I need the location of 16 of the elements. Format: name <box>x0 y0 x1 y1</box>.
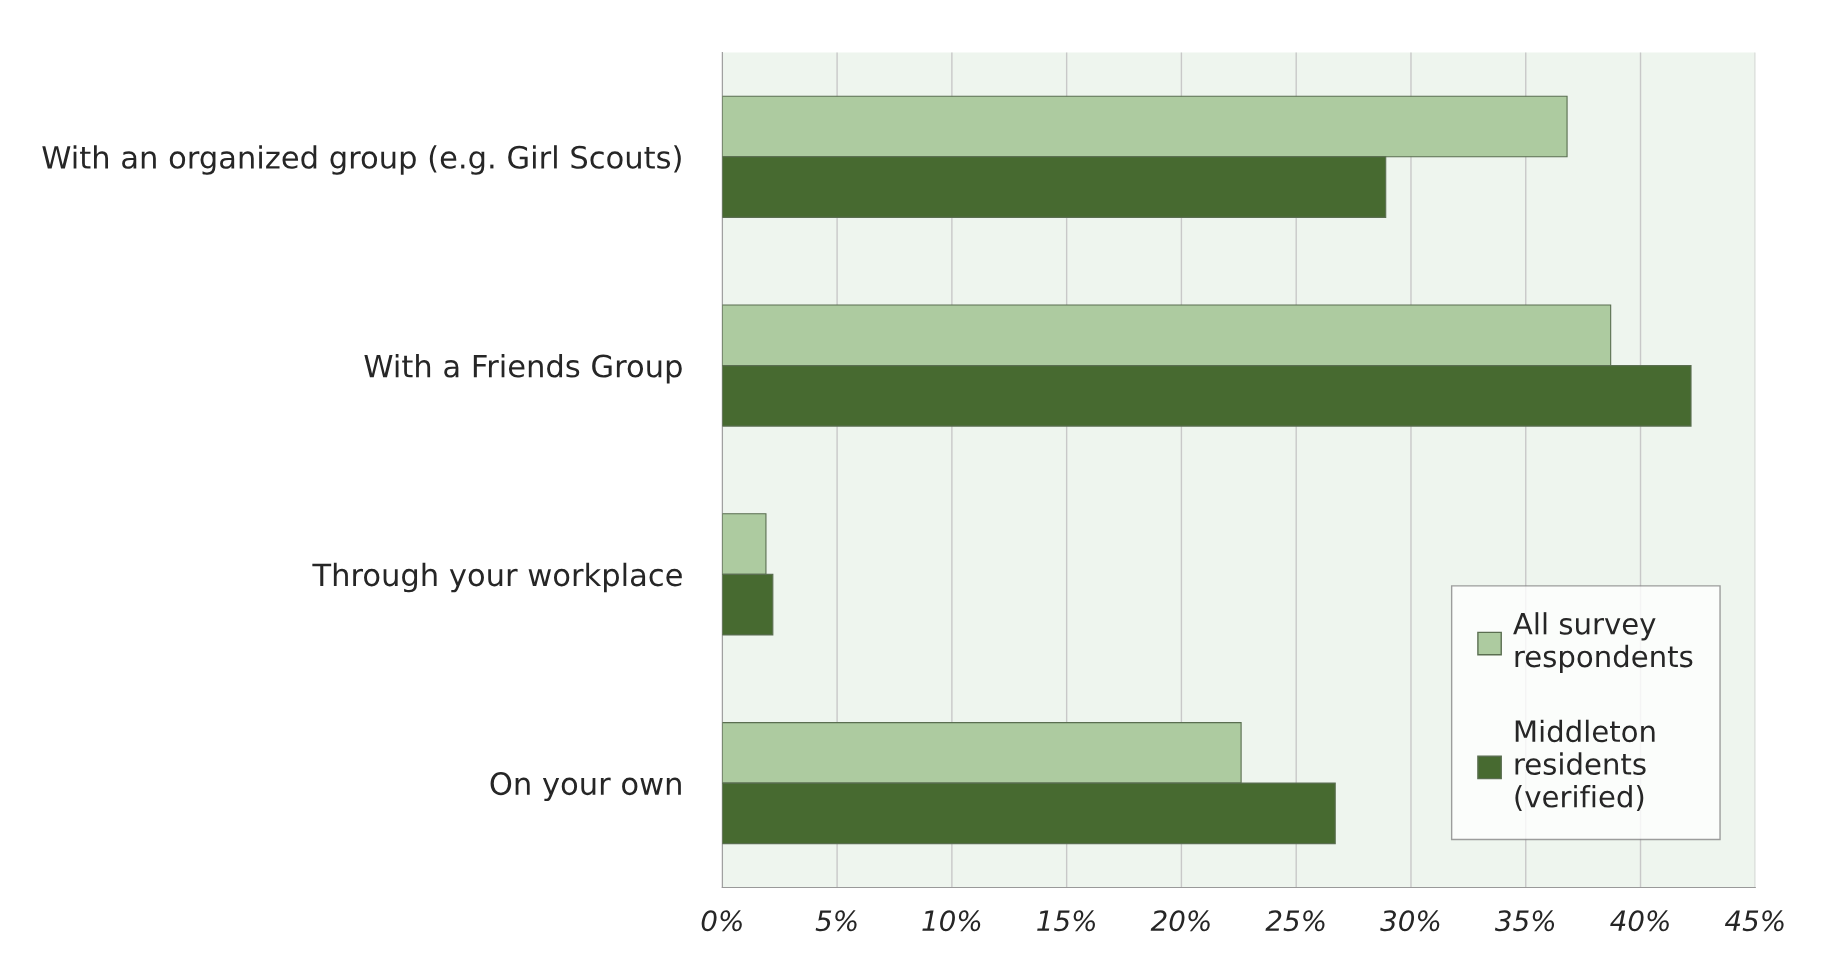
y-tick-label: With a Friends Group <box>364 353 682 384</box>
y-tick-label: Through your workplace <box>312 562 682 593</box>
legend-label: All survey respondents <box>1513 612 1693 674</box>
x-tick-label: 10% <box>922 910 981 932</box>
x-tick-label: 45% <box>1724 910 1784 932</box>
x-tick-label: 5% <box>815 910 857 932</box>
x-tick-label: 0% <box>701 910 742 932</box>
x-tick-label: 30% <box>1380 910 1440 932</box>
x-tick-label: 40% <box>1610 910 1669 932</box>
x-tick-label: 25% <box>1265 910 1325 932</box>
x-tick-label: 20% <box>1150 910 1210 932</box>
y-tick-label: On your own <box>490 772 681 802</box>
x-tick-label: 35% <box>1494 910 1555 932</box>
x-tick-label: 15% <box>1037 910 1095 932</box>
legend-label: Middleton residents (verified) <box>1515 719 1655 812</box>
y-tick-label: With an organized group (e.g. Girl Scouts) <box>42 145 681 175</box>
